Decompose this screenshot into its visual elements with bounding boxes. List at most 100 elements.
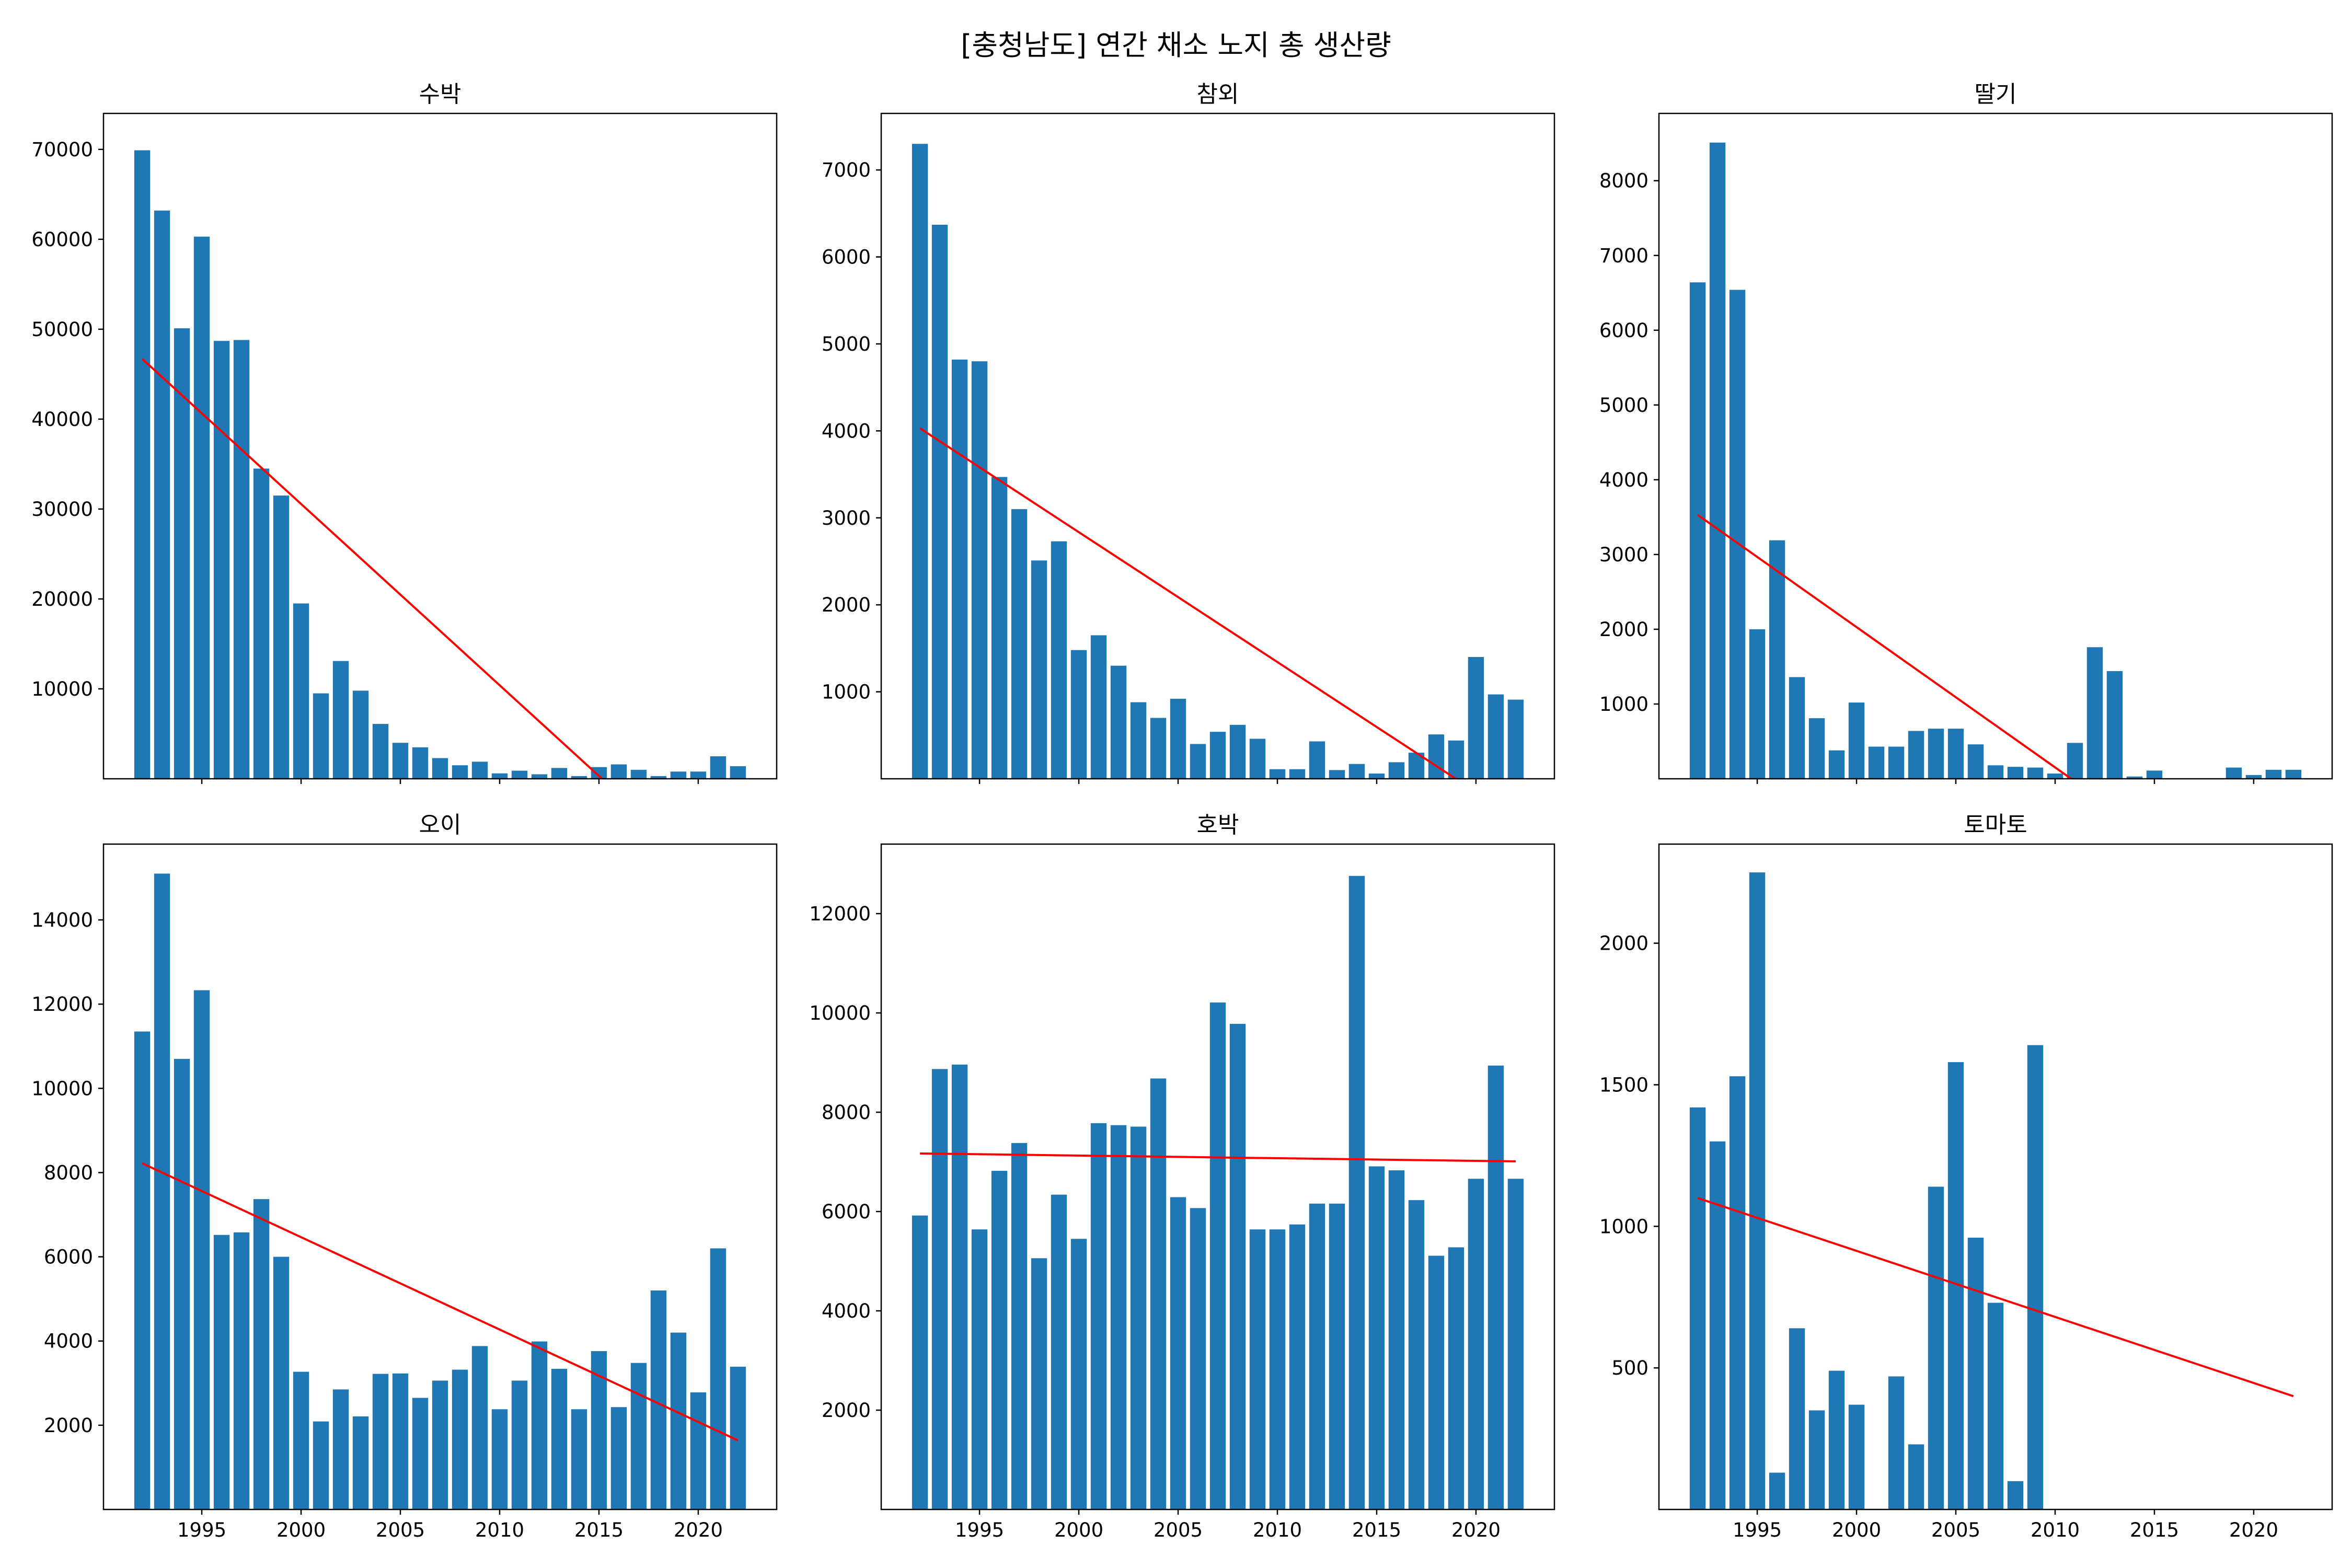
bar-2005 xyxy=(392,743,409,779)
bar-2019 xyxy=(670,1332,687,1509)
xtick-label: 1995 xyxy=(955,1519,1004,1541)
bar-2008 xyxy=(452,1369,468,1509)
ytick-label: 2000 xyxy=(822,1399,871,1422)
bar-2012 xyxy=(1309,1203,1325,1509)
subplot-1: 10000 20000 30000 40000 50000 60000 70000 수박 xyxy=(31,81,778,784)
bar-1992 xyxy=(1689,282,1706,779)
xtick-label: 2000 xyxy=(1054,1519,1103,1541)
ytick-label: 4000 xyxy=(44,1330,93,1353)
trend-line xyxy=(1697,514,2073,779)
bar-2011 xyxy=(511,1380,528,1509)
xtick-label: 2005 xyxy=(1154,1519,1203,1541)
bar-2011 xyxy=(511,770,528,779)
bar-2001 xyxy=(1090,1123,1107,1509)
bar-2002 xyxy=(1110,1125,1127,1509)
ytick-label: 10000 xyxy=(809,1002,871,1024)
bar-2003 xyxy=(1908,731,1924,779)
ytick-label: 6000 xyxy=(44,1246,93,1269)
bar-1999 xyxy=(273,495,290,779)
bar-2008 xyxy=(1229,1023,1246,1509)
bar-1995 xyxy=(971,361,988,779)
bar-2020 xyxy=(2245,775,2262,779)
bar-2000 xyxy=(293,1371,309,1509)
bar-2007 xyxy=(432,1380,448,1509)
bar-2004 xyxy=(372,1374,389,1509)
ytick-label: 12000 xyxy=(809,903,871,925)
ytick-label: 40000 xyxy=(31,408,93,431)
bar-2003 xyxy=(1130,702,1147,779)
bar-2005 xyxy=(1170,698,1186,779)
bar-2006 xyxy=(1190,1208,1206,1509)
ytick-label: 7000 xyxy=(822,159,871,181)
xtick-label: 1995 xyxy=(1733,1519,1782,1541)
bar-2002 xyxy=(1888,746,1905,779)
bar-1994 xyxy=(951,1064,968,1509)
bar-1995 xyxy=(1749,872,1766,1509)
bar-2003 xyxy=(1908,1444,1924,1509)
bar-2002 xyxy=(1110,665,1127,779)
bars-group xyxy=(134,150,746,779)
bar-1992 xyxy=(912,1215,928,1509)
bar-2015 xyxy=(1368,774,1385,779)
bar-1996 xyxy=(1769,1472,1785,1509)
trend-line xyxy=(919,427,1458,779)
ytick-label: 6000 xyxy=(822,1201,871,1223)
bar-1997 xyxy=(233,1232,250,1509)
subplot-2: 1000 2000 3000 4000 5000 6000 7000 참외 xyxy=(822,81,1555,784)
bar-2010 xyxy=(491,773,508,779)
subplot-6: 500 1000 1500 2000 1995 2000 2005 2010 2015 2020 토… xyxy=(1599,812,2333,1541)
bar-1998 xyxy=(1808,1410,1825,1509)
ytick-label: 4000 xyxy=(1599,469,1648,491)
bar-2007 xyxy=(1209,1002,1226,1509)
bar-2014 xyxy=(1348,764,1365,779)
bars-group xyxy=(912,144,1524,779)
bar-1996 xyxy=(213,341,230,779)
ytick-label: 5000 xyxy=(822,333,871,355)
bar-1992 xyxy=(1689,1107,1706,1509)
ytick-label: 8000 xyxy=(1599,170,1648,192)
bar-2006 xyxy=(1967,1237,1984,1509)
bars-group xyxy=(1689,872,2044,1509)
bar-2008 xyxy=(1229,724,1246,779)
bar-2012 xyxy=(2086,647,2103,779)
ytick-label: 1000 xyxy=(1599,1215,1648,1238)
bar-1995 xyxy=(971,1229,988,1509)
bar-2006 xyxy=(1190,744,1206,779)
bar-2006 xyxy=(412,1398,429,1509)
bar-2013 xyxy=(2106,671,2123,779)
bar-2017 xyxy=(630,769,647,779)
xtick-label: 2000 xyxy=(276,1519,326,1541)
bar-1998 xyxy=(253,1199,270,1509)
bar-2017 xyxy=(630,1363,647,1509)
bar-2010 xyxy=(491,1409,508,1509)
bar-2000 xyxy=(1070,650,1087,779)
bar-1998 xyxy=(1031,1258,1047,1509)
bar-1999 xyxy=(273,1256,290,1509)
ytick-label: 1000 xyxy=(1599,693,1648,716)
bar-2000 xyxy=(1848,1404,1865,1509)
bar-2016 xyxy=(610,764,627,779)
ytick-label: 10000 xyxy=(31,678,93,700)
trend-line xyxy=(1697,1197,2294,1398)
ytick-label: 2000 xyxy=(1599,932,1648,955)
subplot-4: 2000 4000 6000 8000 10000 12000 14000 1995 2000 2… xyxy=(31,812,778,1541)
bar-1996 xyxy=(991,477,1008,779)
bar-2011 xyxy=(1289,769,1306,779)
trend-line xyxy=(142,1162,739,1442)
bar-2004 xyxy=(1928,1186,1944,1509)
bar-2005 xyxy=(392,1373,409,1509)
xtick-label: 2000 xyxy=(1832,1519,1881,1541)
axes-frame xyxy=(1658,112,2333,780)
bar-1999 xyxy=(1828,750,1845,779)
xtick-label: 2010 xyxy=(475,1519,524,1541)
xtick-label: 2015 xyxy=(2130,1519,2179,1541)
bar-2002 xyxy=(1888,1376,1905,1509)
subplot-3: 1000 2000 3000 4000 5000 6000 7000 8000 딸기 xyxy=(1599,81,2333,784)
bar-1993 xyxy=(931,1069,948,1509)
bar-2020 xyxy=(690,771,707,779)
xtick-label: 2020 xyxy=(674,1519,723,1541)
bar-2013 xyxy=(551,768,568,779)
ytick-label: 60000 xyxy=(31,228,93,251)
bar-2000 xyxy=(1848,702,1865,779)
subplot-5: 2000 4000 6000 8000 10000 12000 1995 2000 2005 20… xyxy=(809,812,1555,1541)
